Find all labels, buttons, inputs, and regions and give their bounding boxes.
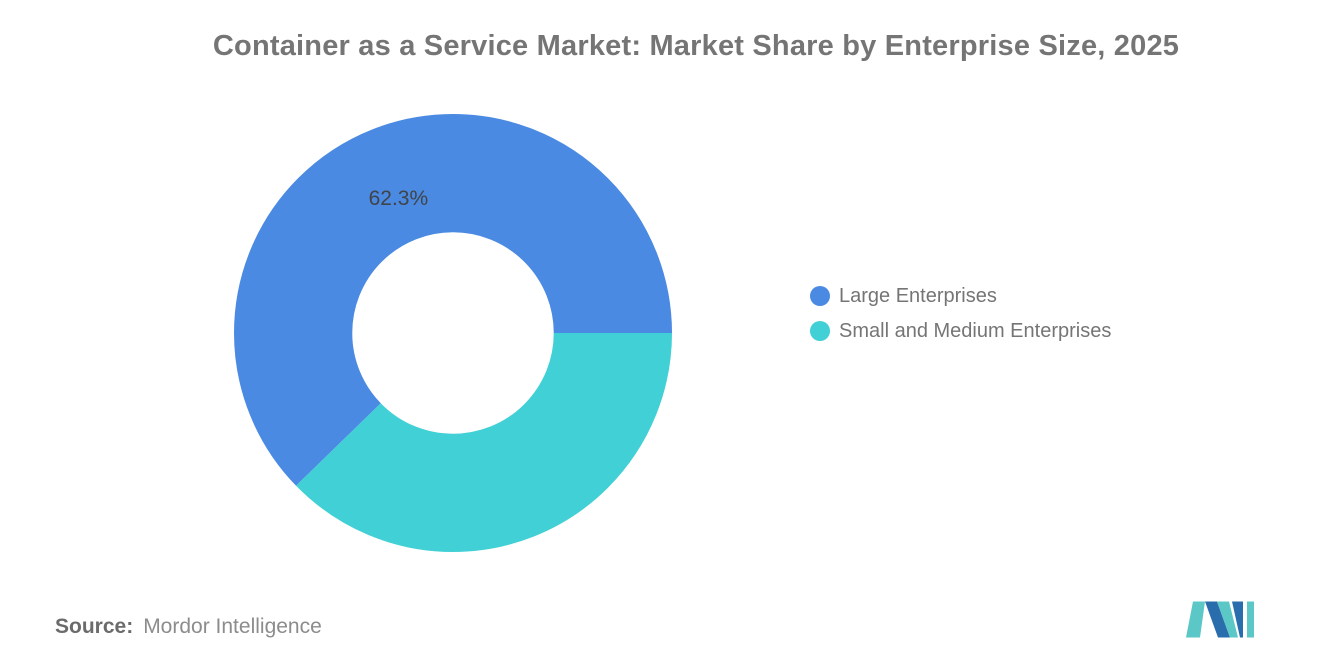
legend-item-large-enterprises[interactable]: Large Enterprises (810, 284, 1111, 308)
logo-shape-blue-right (1232, 601, 1243, 638)
mordor-intelligence-logo (1186, 601, 1254, 638)
legend-label-small-medium-enterprises: Small and Medium Enterprises (839, 320, 1112, 342)
legend-label-large-enterprises: Large Enterprises (839, 285, 997, 307)
legend-swatch-large-enterprises (810, 286, 830, 306)
logo-shape-teal-left (1186, 601, 1205, 638)
slice-label-large-enterprises: 62.3% (368, 186, 429, 210)
legend-swatch-small-medium-enterprises (810, 321, 830, 341)
pie-slice-small-and-medium-enterprises[interactable] (234, 114, 672, 552)
logo-shape-teal-bar (1247, 601, 1254, 638)
logo-shape-teal-diagonal (1217, 601, 1238, 638)
source-text: Mordor Intelligence (143, 615, 322, 638)
legend-item-small-medium-enterprises[interactable]: Small and Medium Enterprises (810, 319, 1111, 343)
logo-shape-blue-diagonal (1205, 601, 1230, 638)
source-line: Source: Mordor Intelligence (55, 613, 322, 641)
pie-slice-large-enterprises[interactable] (234, 114, 672, 552)
donut-chart: 62.3% (234, 114, 672, 552)
donut-svg (234, 114, 672, 552)
source-label: Source: (55, 615, 134, 638)
chart-title: Container as a Service Market: Market Sh… (212, 30, 1180, 62)
chart-legend: Large Enterprises Small and Medium Enter… (810, 284, 1111, 343)
